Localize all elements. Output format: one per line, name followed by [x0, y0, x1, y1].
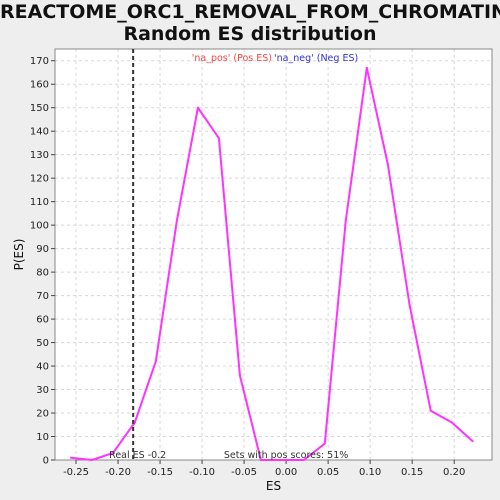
x-tick-label: 0.20 [443, 467, 465, 478]
data-point [345, 219, 347, 221]
data-point [472, 440, 474, 442]
y-tick-label: 170 [30, 56, 49, 67]
x-tick-label: 0.00 [275, 467, 297, 478]
y-tick-label: 60 [36, 315, 49, 326]
data-point [197, 107, 199, 109]
data-point [91, 459, 93, 461]
plot-background [55, 49, 492, 460]
x-axis-title: ES [266, 479, 281, 493]
data-point [239, 374, 241, 376]
y-tick-label: 50 [36, 338, 49, 349]
pos-scores-label: Sets with pos scores: 51% [224, 450, 348, 461]
data-point [324, 443, 326, 445]
y-tick-label: 40 [36, 362, 49, 373]
y-tick-label: 30 [36, 385, 49, 396]
data-point [409, 304, 411, 306]
y-tick-label: 150 [30, 103, 49, 114]
data-point [218, 137, 220, 139]
data-point [70, 457, 72, 459]
y-tick-label: 160 [30, 80, 49, 91]
data-point [430, 410, 432, 412]
y-tick-label: 100 [30, 221, 49, 232]
y-tick-label: 140 [30, 127, 49, 138]
y-axis-title: P(ES) [12, 239, 26, 271]
y-tick-label: 20 [36, 409, 49, 420]
y-tick-label: 10 [36, 432, 49, 443]
data-point [366, 67, 368, 69]
x-tick-label: 0.10 [359, 467, 381, 478]
y-tick-label: 130 [30, 150, 49, 161]
x-tick-label: -0.10 [189, 467, 215, 478]
x-tick-label: 0.15 [401, 467, 423, 478]
data-point [155, 360, 157, 362]
y-tick-label: 120 [30, 174, 49, 185]
y-tick-label: 0 [43, 456, 49, 467]
y-tick-label: 70 [36, 291, 49, 302]
x-tick-label: -0.20 [105, 467, 131, 478]
y-tick-label: 110 [30, 197, 49, 208]
legend-pos-label: 'na_pos' (Pos ES) [192, 53, 272, 64]
real-es-label: Real ES -0.2 [109, 450, 166, 461]
y-tick-label: 90 [36, 244, 49, 255]
legend-neg-label: 'na_neg' (Neg ES) [274, 53, 358, 64]
x-tick-label: -0.15 [147, 467, 173, 478]
x-tick-label: -0.25 [63, 467, 89, 478]
y-tick-label: 80 [36, 268, 49, 279]
data-point [387, 163, 389, 165]
data-point [176, 219, 178, 221]
x-tick-label: -0.05 [231, 467, 257, 478]
data-point [451, 421, 453, 423]
x-tick-label: 0.05 [317, 467, 339, 478]
